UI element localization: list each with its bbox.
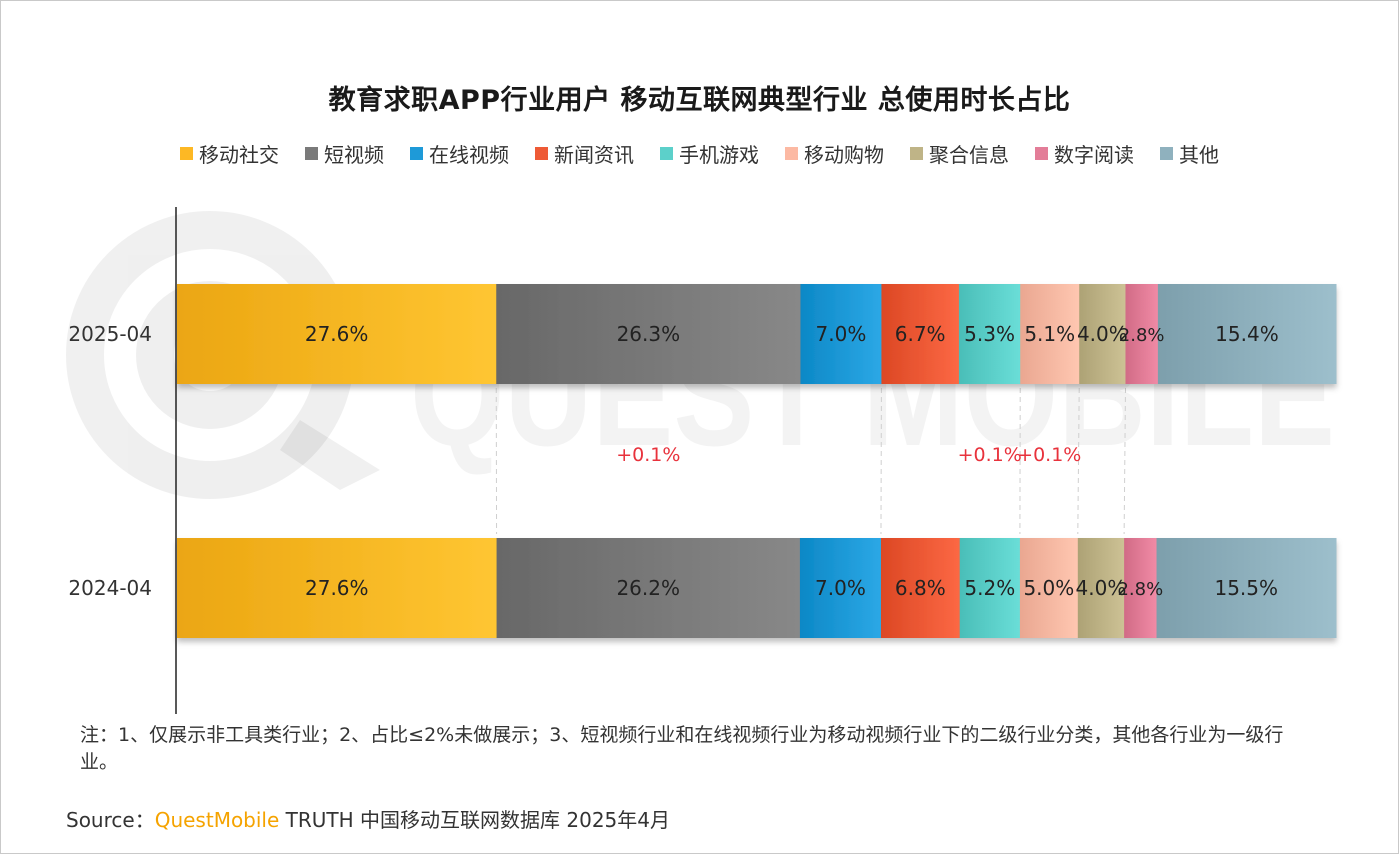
data-label: 15.5% xyxy=(1214,576,1278,600)
connector-line xyxy=(1123,387,1126,535)
data-label: 5.2% xyxy=(964,576,1015,600)
legend-swatch xyxy=(535,146,548,160)
legend-label: 短视频 xyxy=(324,142,384,167)
bar-segment xyxy=(177,284,497,384)
bar-segment xyxy=(1156,538,1337,638)
category-label: 2024-04 xyxy=(68,576,152,600)
legend-item: 移动社交 xyxy=(180,139,279,168)
data-label: 15.4% xyxy=(1215,322,1279,346)
source-prefix: Source： xyxy=(66,808,155,832)
data-label: 7.0% xyxy=(815,576,866,600)
legend-label: 移动社交 xyxy=(199,142,279,167)
legend-label: 聚合信息 xyxy=(929,142,1009,167)
data-label: 7.0% xyxy=(816,322,867,346)
legend-swatch xyxy=(1035,146,1048,160)
legend: 移动社交 短视频 在线视频 新闻资讯 手机游戏 移动购物 聚合信息 数字阅读 其他 xyxy=(0,138,1399,168)
legend-item: 短视频 xyxy=(305,139,384,168)
legend-swatch xyxy=(785,146,798,160)
bar-segment xyxy=(881,284,960,384)
bar-segment xyxy=(959,538,1021,638)
bar-segment xyxy=(799,538,882,638)
source-rest: TRUTH 中国移动互联网数据库 2025年4月 xyxy=(279,808,670,832)
legend-label: 其他 xyxy=(1179,142,1219,167)
legend-item: 新闻资讯 xyxy=(535,139,634,168)
legend-label: 在线视频 xyxy=(429,142,509,167)
legend-item: 在线视频 xyxy=(410,139,509,168)
legend-item: 其他 xyxy=(1160,139,1219,168)
legend-swatch xyxy=(910,146,923,160)
legend-label: 移动购物 xyxy=(804,142,884,167)
bar-segment xyxy=(1157,284,1337,384)
bar-group xyxy=(177,538,1337,638)
bar-segment xyxy=(958,284,1021,384)
legend-item: 聚合信息 xyxy=(910,139,1009,168)
chart-title: 教育求职APP行业用户 移动互联网典型行业 总使用时长占比 xyxy=(328,85,1071,116)
data-label: 2.8% xyxy=(1119,325,1165,346)
legend-label: 手机游戏 xyxy=(679,142,759,167)
data-label: 5.3% xyxy=(964,322,1015,346)
bar-segment xyxy=(800,284,882,384)
source-brand: QuestMobile xyxy=(154,808,280,832)
bar-segment xyxy=(1077,538,1125,638)
source-line: Source：QuestMobile TRUTH 中国移动互联网数据库 2025… xyxy=(66,804,670,833)
legend-item: 数字阅读 xyxy=(1035,139,1134,168)
legend-swatch xyxy=(410,146,423,160)
legend-swatch xyxy=(180,146,193,160)
bar-segment xyxy=(1079,284,1126,384)
legend-item: 手机游戏 xyxy=(660,139,759,168)
data-label: 4.0% xyxy=(1076,576,1127,600)
bar-segment xyxy=(880,538,961,638)
change-label: +0.1% xyxy=(1017,444,1081,466)
data-label: 6.7% xyxy=(895,322,946,346)
bar-segment xyxy=(1125,284,1159,384)
data-label: 26.3% xyxy=(617,322,681,346)
footnote: 注：1、仅展示非工具类行业；2、占比≤2%未做展示；3、短视频行业和在线视频行业… xyxy=(80,724,1284,773)
bar-segment xyxy=(1020,284,1080,384)
legend-swatch xyxy=(305,146,318,160)
bar-segment xyxy=(177,538,498,638)
data-label: 4.0% xyxy=(1077,322,1128,346)
bar-group xyxy=(177,284,1337,384)
change-label: +0.1% xyxy=(616,444,680,466)
bar-segment xyxy=(496,538,801,638)
legend-swatch xyxy=(660,146,673,160)
data-label: 27.6% xyxy=(305,322,369,346)
data-label: 2.8% xyxy=(1117,579,1163,600)
bar-segment xyxy=(496,284,801,384)
data-label: 6.8% xyxy=(895,576,946,600)
bar-segment xyxy=(1124,538,1158,638)
bar-segment xyxy=(1019,538,1079,638)
data-label: 26.2% xyxy=(616,576,680,600)
data-label: 5.0% xyxy=(1023,576,1074,600)
legend-label: 数字阅读 xyxy=(1054,142,1134,167)
legend-swatch xyxy=(1160,146,1173,160)
data-label: 27.6% xyxy=(305,576,369,600)
data-label: 5.1% xyxy=(1024,322,1075,346)
category-label: 2025-04 xyxy=(68,322,152,346)
connector-line xyxy=(1077,387,1080,535)
legend-label: 新闻资讯 xyxy=(554,142,634,167)
change-label: +0.1% xyxy=(958,444,1022,466)
legend-item: 移动购物 xyxy=(785,139,884,168)
